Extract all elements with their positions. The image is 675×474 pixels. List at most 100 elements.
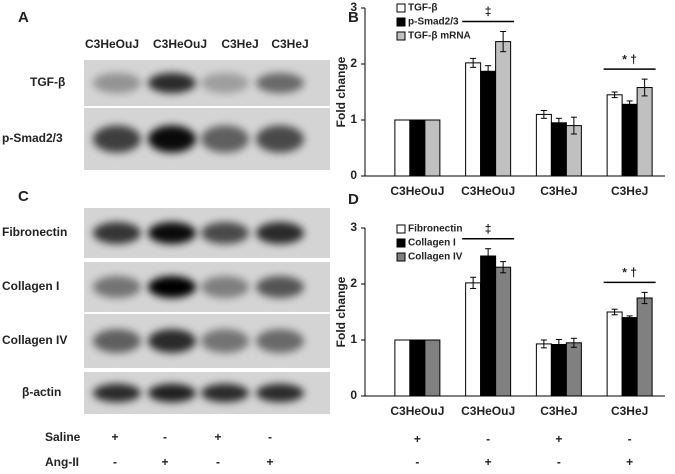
lane-label: C3HeJ (221, 37, 258, 51)
y-tick-label: 0 (350, 168, 357, 182)
x-tick-label: C3HeOuJ (461, 404, 515, 418)
treatment-sign: - (415, 455, 419, 469)
bar (394, 339, 411, 397)
bar (535, 343, 552, 397)
row-label: Fibronectin (2, 225, 67, 239)
legend-swatch (396, 17, 406, 27)
treatment-sign: - (163, 430, 167, 444)
treatment-sign: + (485, 455, 492, 469)
panel-label: D (348, 191, 359, 208)
error-bar (611, 91, 618, 99)
bar (495, 266, 512, 397)
lane-label: C3HeOuJ (85, 37, 139, 51)
error-bar (485, 248, 492, 264)
blot-band (256, 125, 304, 153)
blot-band (256, 222, 304, 244)
legend-swatch (396, 252, 406, 262)
treatment-sign: - (268, 430, 272, 444)
blot-band (148, 125, 196, 153)
blot-band (256, 383, 304, 403)
legend-label: TGF-β (408, 3, 437, 14)
error-bar (555, 338, 562, 351)
blot-band (93, 72, 141, 94)
legend-label: Fibronectin (408, 224, 462, 235)
x-tick-label: C3HeJ (540, 404, 577, 418)
bar (409, 339, 426, 397)
legend-swatch (396, 3, 406, 13)
bar (480, 255, 497, 397)
bar (409, 119, 426, 177)
panel-label: C (18, 188, 29, 205)
bar (465, 282, 482, 397)
error-bar (470, 276, 477, 289)
bar (480, 70, 497, 177)
error-bar (485, 65, 492, 78)
bar (606, 94, 623, 177)
bar (394, 119, 411, 177)
bar (550, 343, 567, 397)
bar (465, 62, 482, 177)
bar (495, 41, 512, 177)
y-tick-label: 2 (350, 56, 357, 70)
legend-swatch (396, 224, 406, 234)
y-tick-label: 0 (350, 388, 357, 402)
error-bar (570, 116, 577, 135)
treatment-label: Ang-II (45, 455, 79, 469)
treatment-sign: + (266, 455, 273, 469)
treatment-sign: - (628, 432, 632, 446)
blot-band (201, 125, 249, 153)
error-bar (626, 100, 633, 109)
treatment-sign: + (161, 455, 168, 469)
lane-label: C3HeJ (271, 37, 308, 51)
blot-band (201, 222, 249, 244)
x-tick-label: C3HeOuJ (461, 184, 515, 198)
error-bar (611, 308, 618, 316)
blot-band (93, 222, 141, 244)
legend-swatch (396, 238, 406, 248)
blot-band (256, 276, 304, 298)
annotation: ‡ (485, 222, 492, 236)
blot-band (256, 329, 304, 353)
error-bar (540, 109, 547, 119)
y-tick-label: 2 (350, 276, 357, 290)
error-bar (555, 117, 562, 128)
error-bar (500, 261, 507, 274)
x-tick-label: C3HeJ (540, 184, 577, 198)
row-label: Collagen IV (2, 333, 67, 347)
annotation: * † (622, 266, 637, 280)
legend-label: Collagen I (408, 238, 456, 249)
legend-label: TGF-β mRNA (408, 31, 471, 42)
blot-band (93, 276, 141, 298)
error-bar (641, 78, 648, 97)
blot-band (201, 276, 249, 298)
x-tick-label: C3HeOuJ (390, 404, 444, 418)
blot-band (201, 72, 249, 94)
bar (424, 339, 441, 397)
bar (621, 317, 638, 397)
treatment-sign: - (557, 455, 561, 469)
legend-label: Collagen IV (408, 252, 463, 263)
treatment-sign: - (486, 432, 490, 446)
panel-label: A (18, 9, 29, 26)
y-tick-label: 3 (350, 220, 357, 234)
row-label: p-Smad2/3 (2, 131, 63, 145)
bar (606, 311, 623, 397)
y-tick-label: 1 (350, 112, 357, 126)
bar (535, 113, 552, 177)
error-bar (500, 31, 507, 53)
row-label: β-actin (22, 385, 61, 399)
error-bar (540, 339, 547, 349)
blot-band (148, 383, 196, 403)
bar (636, 87, 653, 177)
bar (636, 297, 653, 397)
blot-band (93, 125, 141, 153)
row-label: Collagen I (2, 279, 59, 293)
annotation: ‡ (485, 5, 492, 19)
panel-label: B (348, 9, 359, 26)
blot-band (148, 72, 196, 94)
treatment-sign: + (414, 432, 421, 446)
bar (424, 119, 441, 177)
treatment-sign: + (626, 455, 633, 469)
error-bar (570, 337, 577, 348)
